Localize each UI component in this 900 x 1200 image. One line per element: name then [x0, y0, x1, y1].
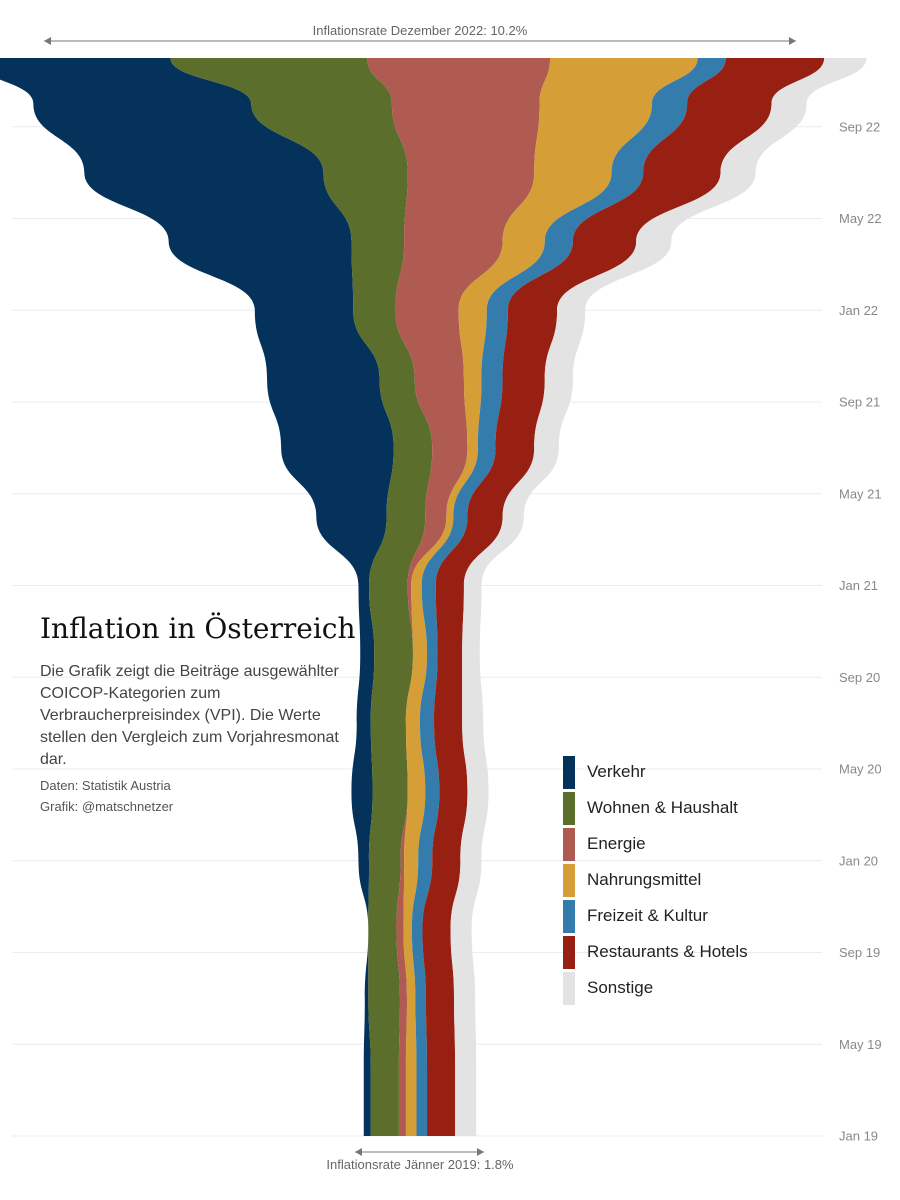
stream-energie — [367, 58, 551, 1136]
stream-wohnen-haushalt — [170, 58, 433, 1136]
top-range-label: Inflationsrate Dezember 2022: 10.2% — [313, 23, 528, 38]
tick-label: Jan 21 — [839, 578, 878, 593]
legend-item: Restaurants & Hotels — [563, 934, 748, 970]
tick-label: Jan 19 — [839, 1129, 878, 1144]
legend: Verkehr Wohnen & Haushalt Energie Nahrungsm… — [563, 754, 748, 1006]
tick-label: Sep 21 — [839, 395, 880, 410]
legend-swatch — [563, 899, 575, 933]
legend-label: Sonstige — [587, 978, 654, 997]
legend-item: Sonstige — [563, 970, 748, 1006]
legend-label: Freizeit & Kultur — [587, 906, 708, 925]
tick-label: Sep 22 — [839, 119, 880, 134]
legend-item: Wohnen & Haushalt — [563, 790, 748, 826]
title-block: Inflation in Österreich Die Grafik zeigt… — [40, 612, 360, 817]
chart-credit: Grafik: @matschnetzer — [40, 799, 174, 814]
tick-label: Jan 20 — [839, 853, 878, 868]
stream-restaurants-hotels — [422, 58, 825, 1136]
legend-label: Wohnen & Haushalt — [587, 798, 738, 817]
legend-label: Verkehr — [587, 762, 646, 781]
tick-label: Sep 20 — [839, 670, 880, 685]
legend-label: Energie — [587, 834, 646, 853]
bottom-range-label: Inflationsrate Jänner 2019: 1.8% — [326, 1157, 514, 1172]
stream-nahrungsmittel — [403, 58, 698, 1136]
chart-description: Die Grafik zeigt die Beiträge ausgewählt… — [40, 663, 339, 768]
tick-label: May 20 — [839, 762, 882, 777]
legend-item: Nahrungsmittel — [563, 862, 748, 898]
legend-swatch — [563, 863, 575, 897]
legend-swatch — [563, 827, 575, 861]
legend-item: Freizeit & Kultur — [563, 898, 748, 934]
stream-verkehr — [0, 58, 394, 1136]
legend-item: Verkehr — [563, 754, 748, 790]
tick-label: May 22 — [839, 211, 882, 226]
tick-label: Jan 22 — [839, 303, 878, 318]
tick-label: May 21 — [839, 486, 882, 501]
legend-label: Restaurants & Hotels — [587, 942, 748, 961]
tick-label: May 19 — [839, 1037, 882, 1052]
legend-label: Nahrungsmittel — [587, 870, 702, 889]
legend-swatch — [563, 755, 575, 789]
legend-swatch — [563, 791, 575, 825]
data-source: Daten: Statistik Austria — [40, 778, 171, 793]
legend-swatch — [563, 971, 575, 1005]
legend-item: Energie — [563, 826, 748, 862]
legend-swatch — [563, 935, 575, 969]
tick-label: Sep 19 — [839, 945, 880, 960]
chart-title: Inflation in Österreich — [40, 612, 356, 645]
stream-freizeit-kultur — [411, 58, 726, 1136]
